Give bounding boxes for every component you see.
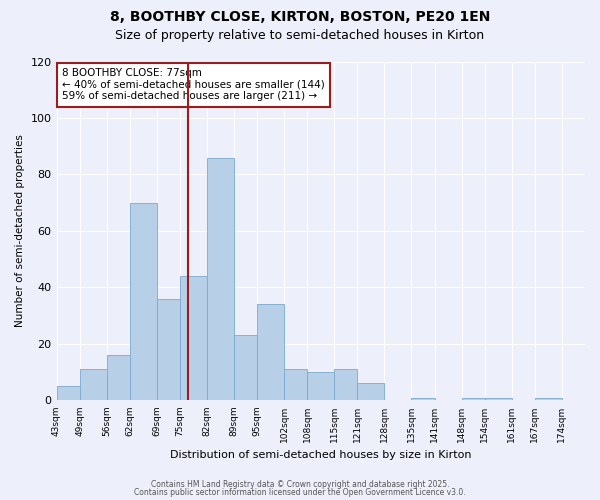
Text: 8 BOOTHBY CLOSE: 77sqm
← 40% of semi-detached houses are smaller (144)
59% of se: 8 BOOTHBY CLOSE: 77sqm ← 40% of semi-det… bbox=[62, 68, 325, 102]
Bar bbox=[535, 398, 562, 400]
X-axis label: Distribution of semi-detached houses by size in Kirton: Distribution of semi-detached houses by … bbox=[170, 450, 472, 460]
Text: Contains public sector information licensed under the Open Government Licence v3: Contains public sector information licen… bbox=[134, 488, 466, 497]
Bar bbox=[485, 398, 512, 400]
Text: Contains HM Land Registry data © Crown copyright and database right 2025.: Contains HM Land Registry data © Crown c… bbox=[151, 480, 449, 489]
Bar bbox=[234, 336, 257, 400]
Bar bbox=[412, 398, 434, 400]
Bar bbox=[107, 355, 130, 401]
Bar bbox=[307, 372, 334, 400]
Bar bbox=[257, 304, 284, 400]
Bar bbox=[80, 370, 107, 400]
Bar bbox=[358, 384, 385, 400]
Bar bbox=[157, 299, 180, 400]
Text: 8, BOOTHBY CLOSE, KIRTON, BOSTON, PE20 1EN: 8, BOOTHBY CLOSE, KIRTON, BOSTON, PE20 1… bbox=[110, 10, 490, 24]
Bar bbox=[207, 158, 234, 400]
Bar bbox=[461, 398, 485, 400]
Y-axis label: Number of semi-detached properties: Number of semi-detached properties bbox=[15, 134, 25, 328]
Bar bbox=[180, 276, 207, 400]
Bar bbox=[284, 370, 307, 400]
Bar bbox=[130, 202, 157, 400]
Bar bbox=[334, 370, 358, 400]
Bar bbox=[56, 386, 80, 400]
Text: Size of property relative to semi-detached houses in Kirton: Size of property relative to semi-detach… bbox=[115, 29, 485, 42]
